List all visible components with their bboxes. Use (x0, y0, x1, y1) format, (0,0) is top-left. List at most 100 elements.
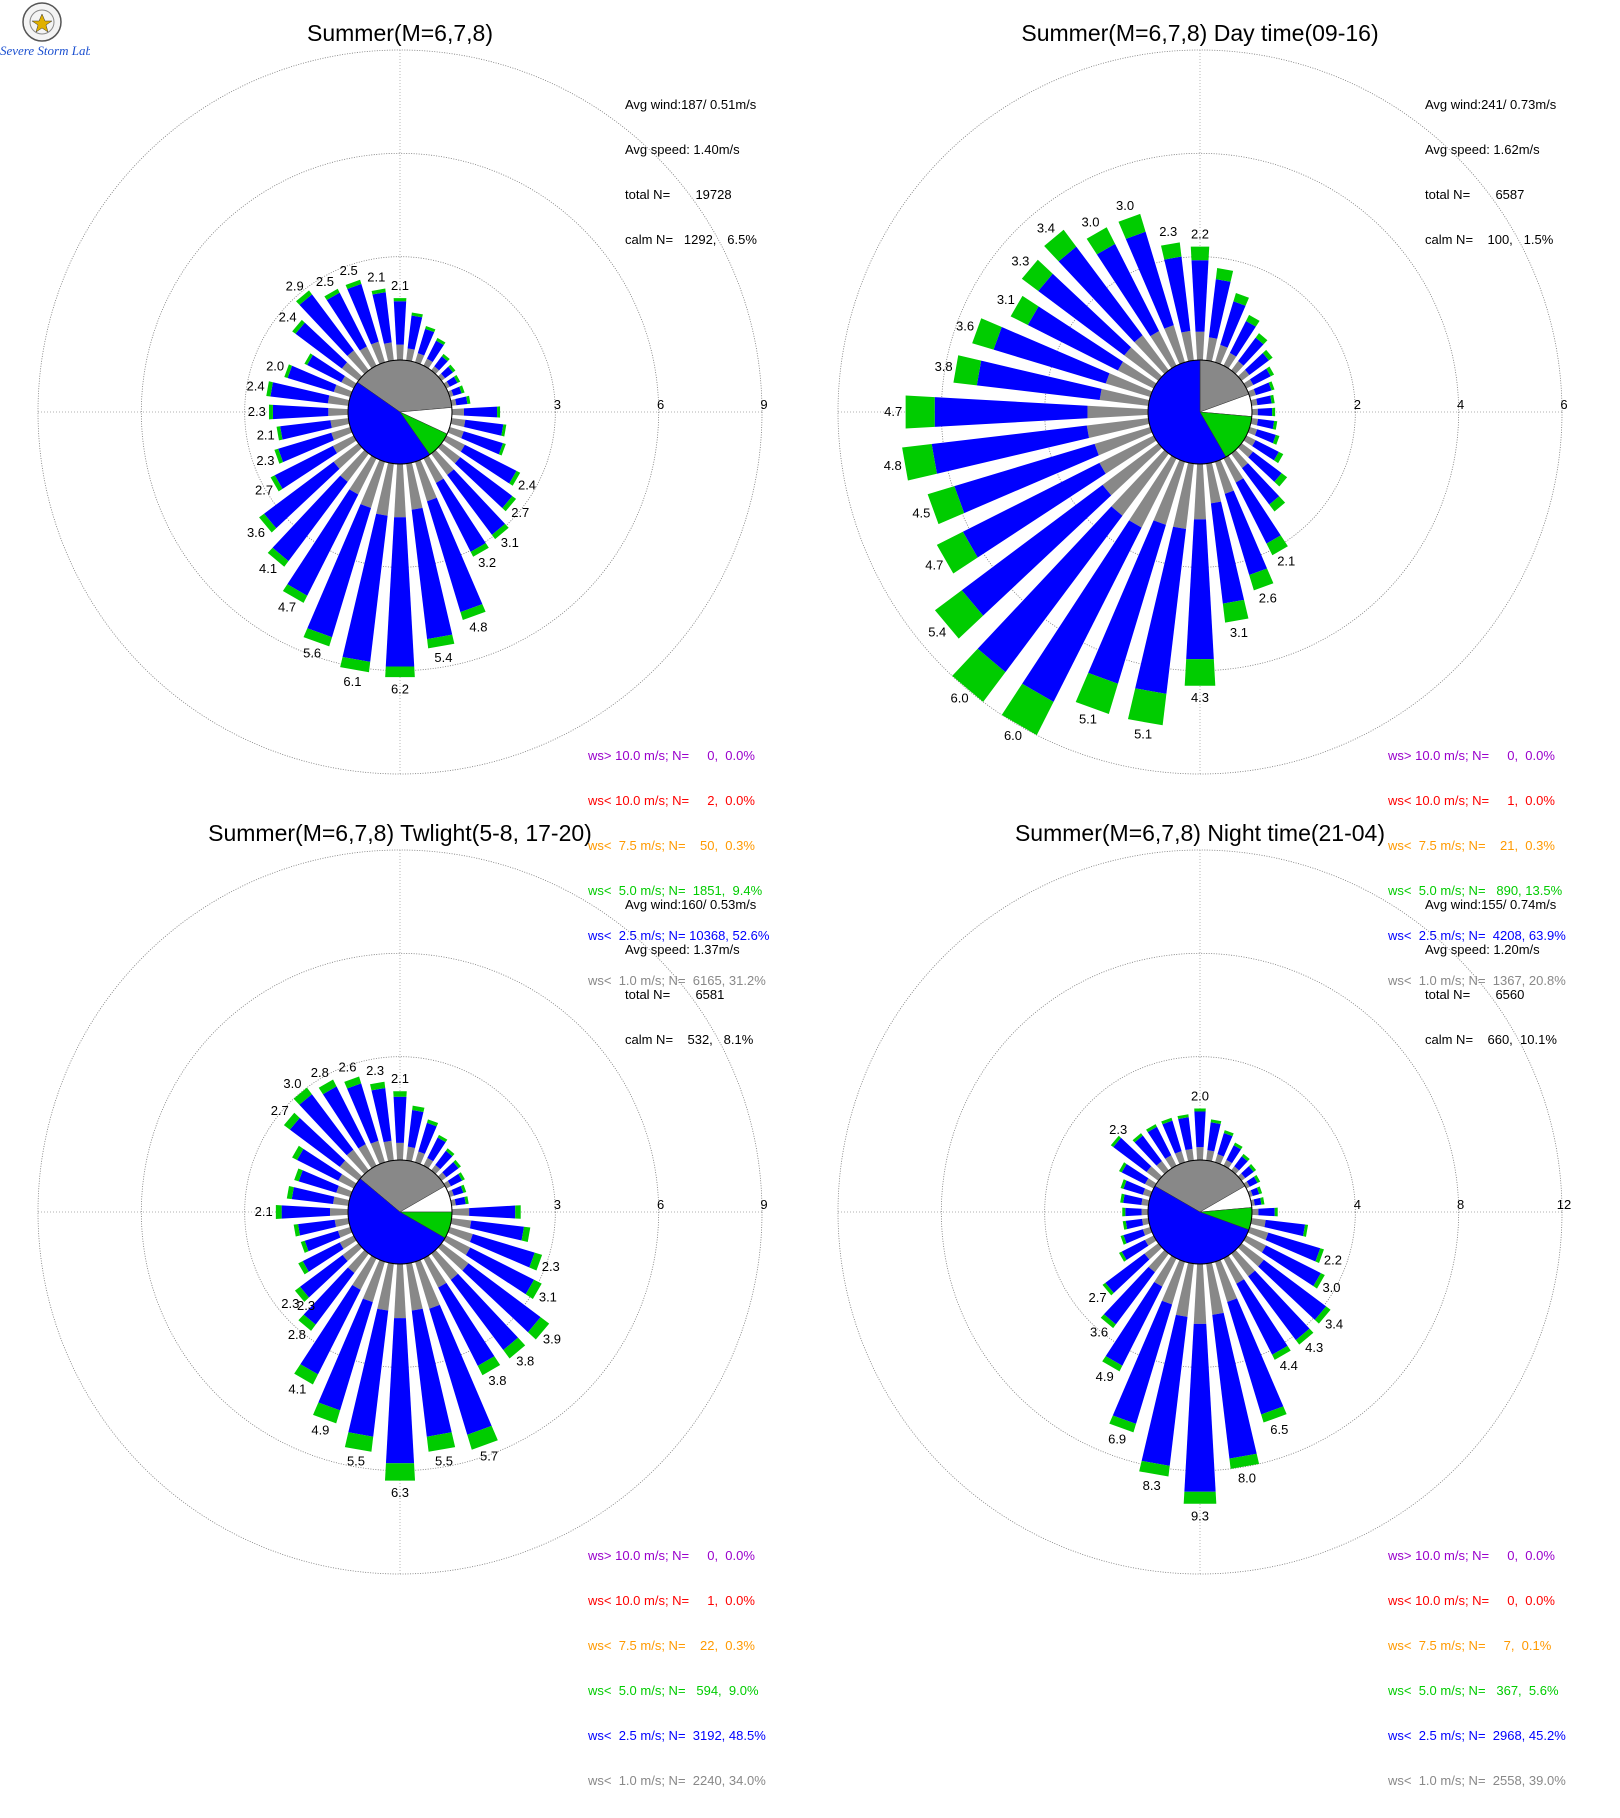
bar-segment-green (294, 1168, 303, 1182)
bar-segment-calm (415, 1151, 425, 1165)
direction-label: 2.5 (340, 263, 358, 278)
direction-bar (303, 459, 385, 647)
direction-bar (318, 1079, 377, 1169)
direction-bar (284, 364, 353, 397)
bar-segment-calm (443, 381, 450, 389)
bar-segment-green (459, 385, 465, 394)
bar-segment-green (1269, 496, 1286, 512)
bar-segment-calm (437, 1243, 469, 1271)
direction-label: 2.0 (266, 359, 284, 374)
bar-segment-calm (1251, 1208, 1259, 1216)
bar-segment-calm (1206, 1262, 1224, 1315)
bar-segment-blue (295, 322, 348, 369)
direction-label: 3.0 (1081, 214, 1099, 229)
direction-bar (447, 385, 465, 397)
bar-segment-blue (442, 1161, 459, 1178)
bar-segment-green (300, 1240, 309, 1253)
bar-segment-green (385, 666, 415, 678)
direction-bar (1127, 462, 1194, 726)
direction-bar (275, 1205, 349, 1219)
legend-entry: ws< 5.0 m/s; N= 594, 9.0% (588, 1683, 759, 1698)
bar-segment-calm (1102, 443, 1163, 496)
bar-segment-blue (385, 1318, 415, 1464)
bar-segment-green (1146, 1124, 1157, 1133)
bar-segment-calm (443, 435, 465, 452)
bar-segment-calm (415, 459, 437, 502)
direction-bar (266, 381, 350, 406)
bar-segment-green (1272, 420, 1278, 430)
wind-rose-panel-twilight: 3 6 9 2.1 2.3 2.6 2.8 3.0 2.7 2.1 2.3 2.3 2.8 4.1 4.9 5… (0, 800, 800, 1788)
bar-segment-blue (1257, 407, 1273, 417)
bar-segment-blue (1121, 1239, 1149, 1261)
bar-segment-calm (443, 1235, 471, 1256)
bar-segment-blue (1253, 1197, 1262, 1206)
legend-entry: ws< 7.5 m/s; N= 21, 0.3% (1388, 838, 1555, 853)
bar-segment-calm (339, 1160, 363, 1181)
speed-ring (1044, 1056, 1356, 1368)
bar-segment-calm (332, 435, 357, 454)
bar-segment-blue (322, 1086, 366, 1149)
bar-segment-green (1118, 213, 1146, 239)
bar-segment-blue (460, 444, 517, 484)
legend-entry: ws< 10.0 m/s; N= 1, 0.0% (588, 1593, 755, 1608)
bar-segment-calm (1141, 1198, 1150, 1206)
direction-bar (283, 1112, 363, 1181)
direction-bar (450, 395, 471, 406)
bar-segment-calm (394, 1263, 406, 1319)
direction-label: 3.8 (935, 359, 953, 374)
bar-segment-calm (1181, 330, 1194, 362)
bar-segment-calm (1117, 361, 1157, 389)
bar-segment-calm (1250, 418, 1259, 426)
bar-segment-calm (333, 443, 363, 469)
bar-segment-blue (298, 1170, 339, 1193)
direction-label: 2.9 (286, 278, 304, 293)
stat-total-n: total N= 6560 (1425, 987, 1525, 1002)
bar-segment-calm (1141, 1208, 1149, 1216)
ring-label: 9 (760, 397, 767, 412)
direction-bar (406, 1105, 425, 1162)
bar-segment-calm (1154, 1255, 1177, 1287)
bar-segment-blue (1178, 1117, 1193, 1151)
direction-bar (1215, 1259, 1287, 1423)
seal-inner-ring (29, 9, 55, 35)
bar-segment-blue (1135, 526, 1187, 694)
bar-segment-green (293, 1224, 301, 1237)
direction-label: 2.1 (391, 1071, 409, 1086)
direction-bar (1122, 1218, 1150, 1230)
bar-segment-green (453, 1159, 461, 1169)
legend-entry: ws< 7.5 m/s; N= 50, 0.3% (588, 838, 755, 853)
direction-label: 2.7 (1089, 1290, 1107, 1305)
bar-segment-blue (1229, 320, 1256, 357)
direction-bar (1206, 1119, 1222, 1162)
ring-label: 4 (1457, 397, 1464, 412)
bar-segment-green (1109, 1415, 1137, 1433)
direction-bar (324, 288, 377, 369)
bar-segment-calm (437, 443, 461, 464)
bar-segment-green (296, 290, 313, 305)
bar-segment-blue (1194, 1111, 1206, 1148)
direction-label: 8.3 (1143, 1478, 1161, 1493)
legend-entry: ws< 10.0 m/s; N= 2, 0.0% (588, 793, 755, 808)
bar-segment-green (1295, 1328, 1314, 1345)
speed-ring (244, 256, 556, 568)
bar-segment-blue (1265, 1232, 1321, 1262)
speed-ring (837, 49, 1563, 775)
bar-segment-green (515, 1205, 521, 1219)
direction-label: 5.4 (434, 650, 452, 665)
bar-segment-calm (327, 395, 350, 406)
direction-bar (451, 406, 501, 418)
bar-segment-calm (362, 1259, 385, 1303)
bar-segment-green (902, 443, 937, 481)
bar-segment-green (1215, 268, 1234, 282)
speed-ring (140, 152, 660, 672)
bar-segment-green (267, 547, 289, 567)
direction-bar (415, 1259, 498, 1450)
bar-segment-blue (1217, 1132, 1233, 1157)
bar-segment-calm (1237, 369, 1250, 381)
bar-segment-blue (300, 1285, 361, 1375)
bar-segment-green (286, 1185, 294, 1200)
bar-segment-green (1272, 1345, 1291, 1360)
bar-segment-green (436, 337, 446, 346)
direction-label: 4.5 (912, 505, 930, 520)
bar-segment-blue (461, 431, 503, 455)
